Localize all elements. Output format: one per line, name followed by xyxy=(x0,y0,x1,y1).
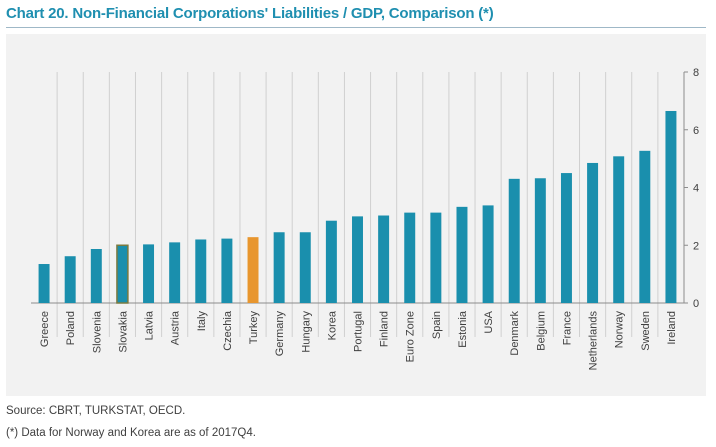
x-tick-label: Spain xyxy=(431,311,443,339)
x-tick-label: Denmark xyxy=(509,311,521,356)
x-tick-label: Italy xyxy=(196,311,208,332)
x-tick-label: USA xyxy=(483,310,495,333)
bar-france xyxy=(560,173,572,303)
x-tick-label: Euro Zone xyxy=(405,311,417,362)
x-tick-label: Slovakia xyxy=(117,310,129,352)
title-divider xyxy=(6,27,706,28)
bar-denmark xyxy=(508,178,520,303)
bar-slovakia xyxy=(116,244,129,304)
bar-poland xyxy=(64,256,76,303)
chart-area: 0 2 4 6 8 Greece Poland Slovenia Slovakia Latvia A… xyxy=(6,34,706,396)
bar-norway xyxy=(613,156,625,303)
x-tick-label: Turkey xyxy=(248,311,260,345)
bar-finland xyxy=(378,215,390,303)
y-tick-label: 0 xyxy=(693,298,699,310)
bar-ireland xyxy=(665,110,677,303)
bar-estonia xyxy=(456,206,468,303)
bar-korea xyxy=(325,220,337,303)
x-tick-label: Slovenia xyxy=(91,310,103,353)
bar-germany xyxy=(273,232,285,303)
x-tick-label: France xyxy=(561,311,573,345)
footnote: (*) Data for Norway and Korea are as of … xyxy=(6,427,256,439)
x-tick-label: Sweden xyxy=(640,311,652,351)
x-tick-label: Poland xyxy=(65,311,77,345)
bar-spain xyxy=(430,212,442,303)
x-tick-label: Czechia xyxy=(222,310,234,351)
y-tick-label: 8 xyxy=(693,67,699,79)
bar-czechia xyxy=(221,238,233,303)
bar-slovenia xyxy=(90,249,102,303)
source-note: Source: CBRT, TURKSTAT, OECD. xyxy=(6,405,186,417)
x-tick-label: Norway xyxy=(614,311,626,349)
bar-austria xyxy=(169,242,181,303)
x-tick-label: Hungary xyxy=(300,311,312,353)
y-tick-label: 2 xyxy=(693,240,699,252)
x-tick-label: Belgium xyxy=(535,311,547,351)
bar-usa xyxy=(482,205,494,303)
bar-netherlands xyxy=(587,162,599,303)
bar-sweden xyxy=(639,150,651,303)
x-tick-label: Austria xyxy=(170,310,182,345)
x-tick-label: Ireland xyxy=(666,311,678,345)
x-tick-label: Korea xyxy=(326,310,338,340)
bar-latvia xyxy=(143,244,155,303)
bar-portugal xyxy=(352,216,363,303)
bar-hungary xyxy=(299,232,311,303)
chart-title: Chart 20. Non-Financial Corporations' Li… xyxy=(6,5,494,22)
x-tick-label: Greece xyxy=(39,311,51,347)
x-tick-label: Finland xyxy=(379,311,391,347)
x-tick-label: Germany xyxy=(274,311,286,357)
bar-chart: 0 2 4 6 8 Greece Poland Slovenia Slovakia Latvia A… xyxy=(31,67,699,371)
bar-turkey xyxy=(247,237,259,303)
x-tick-label: Netherlands xyxy=(588,311,600,371)
x-tick-label: Estonia xyxy=(457,310,469,348)
y-tick-label: 4 xyxy=(693,183,699,195)
y-tick-label: 6 xyxy=(693,125,699,137)
bar-belgium xyxy=(534,178,546,303)
x-tick-label: Latvia xyxy=(144,310,156,340)
bar-euro-zone xyxy=(404,212,416,303)
bar-italy xyxy=(195,239,207,303)
x-tick-label: Portugal xyxy=(353,311,365,352)
bar-greece xyxy=(38,264,50,303)
